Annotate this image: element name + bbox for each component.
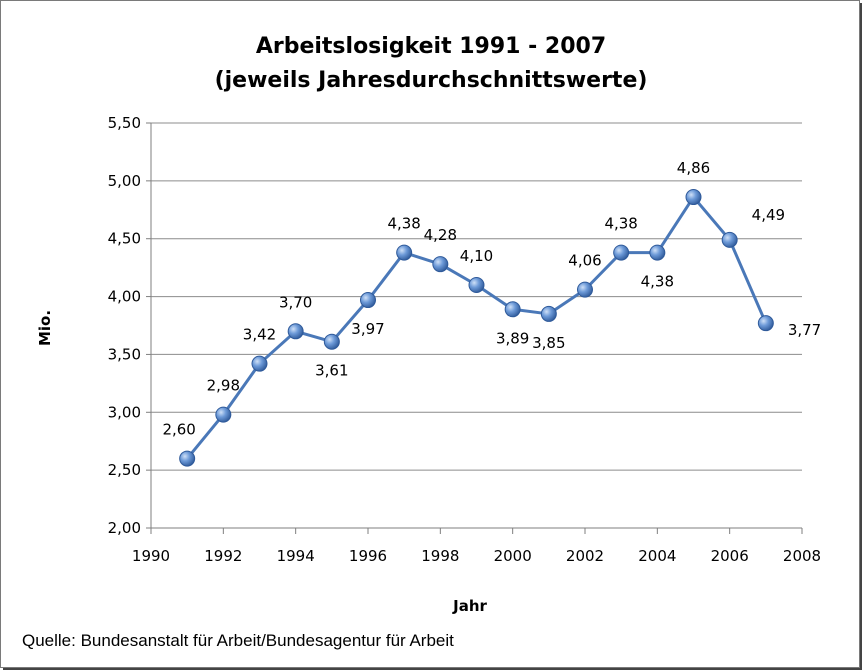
data-label: 3,42 [243,326,276,344]
data-point [251,355,268,372]
data-point [215,406,232,423]
y-tick-label: 3,00 [108,403,141,421]
data-label: 4,06 [568,252,601,270]
x-tick-label: 1996 [349,547,387,565]
x-tick-label: 1990 [132,547,170,565]
y-axis-label: Mio. [36,310,54,346]
data-label: 3,97 [351,320,384,338]
source-note: Quelle: Bundesanstalt für Arbeit/Bundesa… [22,631,454,650]
chart-title-block: Arbeitslosigkeit 1991 - 2007 (jeweils Ja… [0,30,862,98]
data-label: 3,70 [279,293,312,311]
x-tick-label: 2002 [566,547,604,565]
data-label: 4,38 [604,215,637,233]
data-point [649,244,666,261]
x-tick-label: 1992 [204,547,242,565]
data-point [468,277,485,293]
data-point [360,292,376,309]
data-point [432,256,449,273]
data-point [721,231,738,248]
x-tick-label: 2008 [783,547,821,565]
data-label: 3,89 [496,329,529,347]
gridlines [151,122,802,471]
x-tick-labels: 1990 1992 1994 1996 1998 2000 2002 2004 2006 2008 [132,547,821,565]
x-axis-label: Jahr [452,597,487,615]
y-tick-label: 3,50 [108,345,141,363]
y-tick-label: 4,00 [108,288,141,306]
data-point [323,333,340,350]
chart-subtitle: (jeweils Jahresdurchschnittswerte) [214,68,648,93]
data-label: 4,49 [752,206,785,224]
data-point [540,305,557,322]
data-point [504,301,521,318]
data-label: 4,38 [387,215,420,233]
data-label: 3,85 [532,334,565,352]
x-tick-label: 2004 [638,547,676,565]
data-label: 3,77 [788,321,821,339]
data-label: 4,86 [677,159,710,177]
x-tick-label: 1998 [421,547,459,565]
chart-title: Arbeitslosigkeit 1991 - 2007 [255,34,607,59]
x-tick-label: 2006 [711,547,749,565]
x-tick-label: 2000 [494,547,532,565]
data-label: 2,98 [207,377,240,395]
y-tick-label: 4,50 [108,230,141,248]
series-unemployment [179,189,774,467]
data-point [577,281,593,298]
data-label: 4,38 [641,273,674,291]
axes [146,122,803,534]
data-label: 4,10 [460,247,493,265]
data-point [287,323,304,340]
y-tick-label: 2,00 [108,519,141,537]
data-point [757,315,774,332]
data-point [613,244,630,261]
y-tick-label: 2,50 [108,461,141,479]
data-label: 3,61 [315,362,348,380]
data-point [396,244,413,261]
data-point [685,189,702,206]
data-point [179,450,196,467]
data-labels: 2,602,983,423,703,613,974,384,284,103,89… [162,159,821,439]
x-tick-label: 1994 [277,547,315,565]
data-label: 4,28 [424,226,457,244]
y-tick-labels: 2,00 2,50 3,00 3,50 4,00 4,50 5,00 5,50 [108,114,141,537]
data-label: 2,60 [162,421,195,439]
y-tick-label: 5,00 [108,172,141,190]
y-tick-label: 5,50 [108,114,141,132]
